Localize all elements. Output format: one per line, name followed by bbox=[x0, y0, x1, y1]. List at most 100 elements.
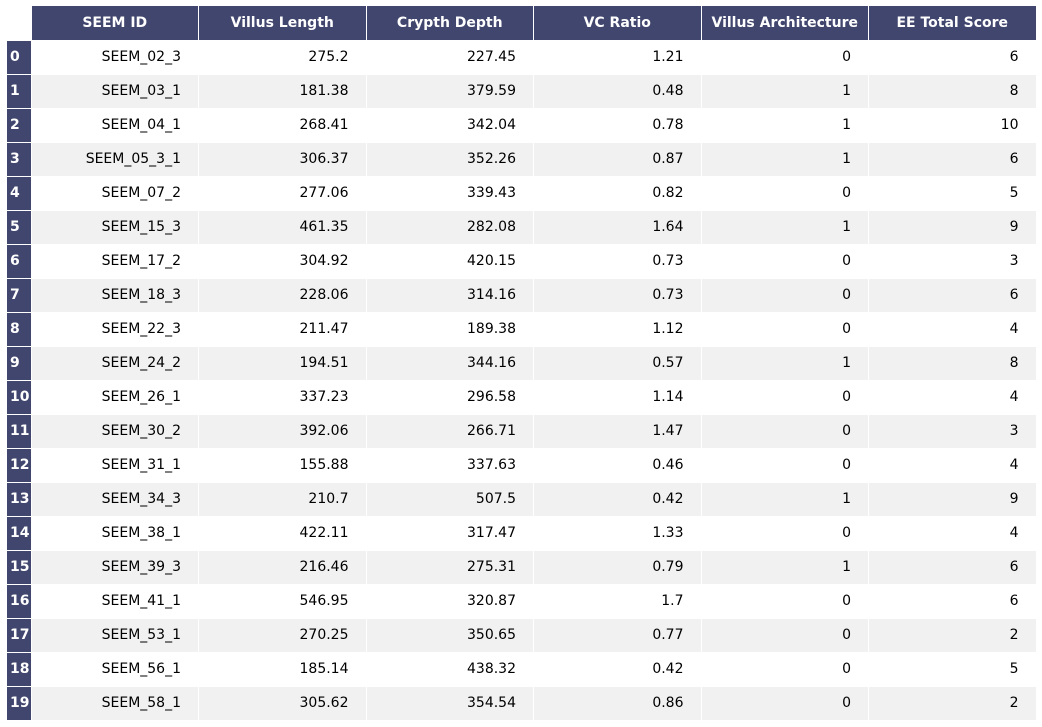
cell-seem-id: SEEM_31_1 bbox=[30, 447, 199, 483]
cell-crypth-depth: 337.63 bbox=[365, 447, 534, 483]
cell-villus-length: 270.25 bbox=[198, 617, 367, 653]
column-header-ee-total-score: EE Total Score bbox=[868, 6, 1037, 41]
cell-seem-id: SEEM_30_2 bbox=[30, 413, 199, 449]
cell-villus-length: 185.14 bbox=[198, 651, 367, 687]
cell-villus-architecture: 0 bbox=[700, 515, 869, 551]
table-row: 18 SEEM_56_1 185.14 438.32 0.42 0 5 bbox=[7, 651, 1037, 687]
cell-seem-id: SEEM_15_3 bbox=[30, 209, 199, 245]
header-row: SEEM ID Villus Length Crypth Depth VC Ra… bbox=[7, 6, 1037, 41]
cell-ee-total-score: 5 bbox=[868, 651, 1037, 687]
cell-villus-architecture: 0 bbox=[700, 311, 869, 347]
cell-crypth-depth: 438.32 bbox=[365, 651, 534, 687]
row-index-label: 6 bbox=[7, 243, 31, 279]
table-row: 13 SEEM_34_3 210.7 507.5 0.42 1 9 bbox=[7, 481, 1037, 517]
table-row: 16 SEEM_41_1 546.95 320.87 1.7 0 6 bbox=[7, 583, 1037, 619]
column-header-vc-ratio: VC Ratio bbox=[533, 6, 702, 41]
cell-crypth-depth: 282.08 bbox=[365, 209, 534, 245]
cell-seem-id: SEEM_04_1 bbox=[30, 107, 199, 143]
cell-villus-architecture: 1 bbox=[700, 549, 869, 585]
row-index-label: 14 bbox=[7, 515, 31, 551]
cell-crypth-depth: 352.26 bbox=[365, 141, 534, 177]
table-row: 11 SEEM_30_2 392.06 266.71 1.47 0 3 bbox=[7, 413, 1037, 449]
cell-villus-architecture: 0 bbox=[700, 651, 869, 687]
cell-crypth-depth: 507.5 bbox=[365, 481, 534, 517]
cell-seem-id: SEEM_26_1 bbox=[30, 379, 199, 415]
cell-villus-architecture: 1 bbox=[700, 209, 869, 245]
cell-villus-architecture: 0 bbox=[700, 617, 869, 653]
cell-crypth-depth: 266.71 bbox=[365, 413, 534, 449]
cell-crypth-depth: 320.87 bbox=[365, 583, 534, 619]
cell-seem-id: SEEM_22_3 bbox=[30, 311, 199, 347]
cell-crypth-depth: 354.54 bbox=[365, 685, 534, 721]
cell-ee-total-score: 6 bbox=[868, 277, 1037, 313]
cell-villus-architecture: 1 bbox=[700, 345, 869, 381]
cell-ee-total-score: 4 bbox=[868, 447, 1037, 483]
row-index-label: 5 bbox=[7, 209, 31, 245]
row-index-label: 7 bbox=[7, 277, 31, 313]
cell-villus-length: 155.88 bbox=[198, 447, 367, 483]
cell-ee-total-score: 3 bbox=[868, 413, 1037, 449]
cell-vc-ratio: 1.33 bbox=[533, 515, 702, 551]
corner-cell bbox=[7, 6, 31, 40]
cell-villus-architecture: 1 bbox=[700, 73, 869, 109]
table-row: 12 SEEM_31_1 155.88 337.63 0.46 0 4 bbox=[7, 447, 1037, 483]
cell-villus-length: 305.62 bbox=[198, 685, 367, 721]
cell-crypth-depth: 317.47 bbox=[365, 515, 534, 551]
cell-seem-id: SEEM_02_3 bbox=[30, 39, 199, 75]
cell-seem-id: SEEM_34_3 bbox=[30, 481, 199, 517]
cell-villus-architecture: 0 bbox=[700, 685, 869, 721]
cell-seem-id: SEEM_17_2 bbox=[30, 243, 199, 279]
data-table-container: SEEM ID Villus Length Crypth Depth VC Ra… bbox=[7, 6, 1037, 721]
row-index-label: 12 bbox=[7, 447, 31, 483]
cell-ee-total-score: 9 bbox=[868, 209, 1037, 245]
cell-vc-ratio: 0.82 bbox=[533, 175, 702, 211]
cell-ee-total-score: 8 bbox=[868, 73, 1037, 109]
cell-crypth-depth: 420.15 bbox=[365, 243, 534, 279]
cell-vc-ratio: 1.14 bbox=[533, 379, 702, 415]
cell-villus-length: 216.46 bbox=[198, 549, 367, 585]
cell-villus-length: 306.37 bbox=[198, 141, 367, 177]
cell-crypth-depth: 227.45 bbox=[365, 39, 534, 75]
column-header-villus-length: Villus Length bbox=[198, 6, 367, 41]
cell-villus-architecture: 0 bbox=[700, 175, 869, 211]
cell-vc-ratio: 0.42 bbox=[533, 481, 702, 517]
cell-seem-id: SEEM_03_1 bbox=[30, 73, 199, 109]
cell-crypth-depth: 275.31 bbox=[365, 549, 534, 585]
table-header: SEEM ID Villus Length Crypth Depth VC Ra… bbox=[7, 6, 1037, 41]
table-row: 4 SEEM_07_2 277.06 339.43 0.82 0 5 bbox=[7, 175, 1037, 211]
cell-villus-length: 277.06 bbox=[198, 175, 367, 211]
cell-villus-length: 392.06 bbox=[198, 413, 367, 449]
table-row: 3 SEEM_05_3_1 306.37 352.26 0.87 1 6 bbox=[7, 141, 1037, 177]
row-index-label: 4 bbox=[7, 175, 31, 211]
cell-villus-length: 210.7 bbox=[198, 481, 367, 517]
cell-villus-architecture: 0 bbox=[700, 583, 869, 619]
row-index-label: 1 bbox=[7, 73, 31, 109]
cell-vc-ratio: 0.57 bbox=[533, 345, 702, 381]
row-index-label: 8 bbox=[7, 311, 31, 347]
cell-villus-architecture: 1 bbox=[700, 141, 869, 177]
cell-villus-length: 422.11 bbox=[198, 515, 367, 551]
row-index-label: 10 bbox=[7, 379, 31, 415]
cell-villus-architecture: 0 bbox=[700, 39, 869, 75]
cell-vc-ratio: 1.47 bbox=[533, 413, 702, 449]
cell-ee-total-score: 2 bbox=[868, 685, 1037, 721]
table-row: 7 SEEM_18_3 228.06 314.16 0.73 0 6 bbox=[7, 277, 1037, 313]
cell-seem-id: SEEM_18_3 bbox=[30, 277, 199, 313]
cell-vc-ratio: 0.48 bbox=[533, 73, 702, 109]
cell-villus-length: 228.06 bbox=[198, 277, 367, 313]
cell-vc-ratio: 1.12 bbox=[533, 311, 702, 347]
cell-ee-total-score: 4 bbox=[868, 515, 1037, 551]
column-header-crypth-depth: Crypth Depth bbox=[365, 6, 534, 41]
row-index-label: 16 bbox=[7, 583, 31, 619]
cell-ee-total-score: 6 bbox=[868, 141, 1037, 177]
table-body: 0 SEEM_02_3 275.2 227.45 1.21 0 6 1 SEEM_03_1 181… bbox=[7, 39, 1037, 721]
table-row: 10 SEEM_26_1 337.23 296.58 1.14 0 4 bbox=[7, 379, 1037, 415]
table-row: 5 SEEM_15_3 461.35 282.08 1.64 1 9 bbox=[7, 209, 1037, 245]
row-index-label: 0 bbox=[7, 39, 31, 75]
cell-ee-total-score: 2 bbox=[868, 617, 1037, 653]
column-header-seem-id: SEEM ID bbox=[30, 6, 199, 41]
cell-villus-architecture: 0 bbox=[700, 243, 869, 279]
cell-vc-ratio: 0.78 bbox=[533, 107, 702, 143]
cell-crypth-depth: 189.38 bbox=[365, 311, 534, 347]
cell-vc-ratio: 0.42 bbox=[533, 651, 702, 687]
